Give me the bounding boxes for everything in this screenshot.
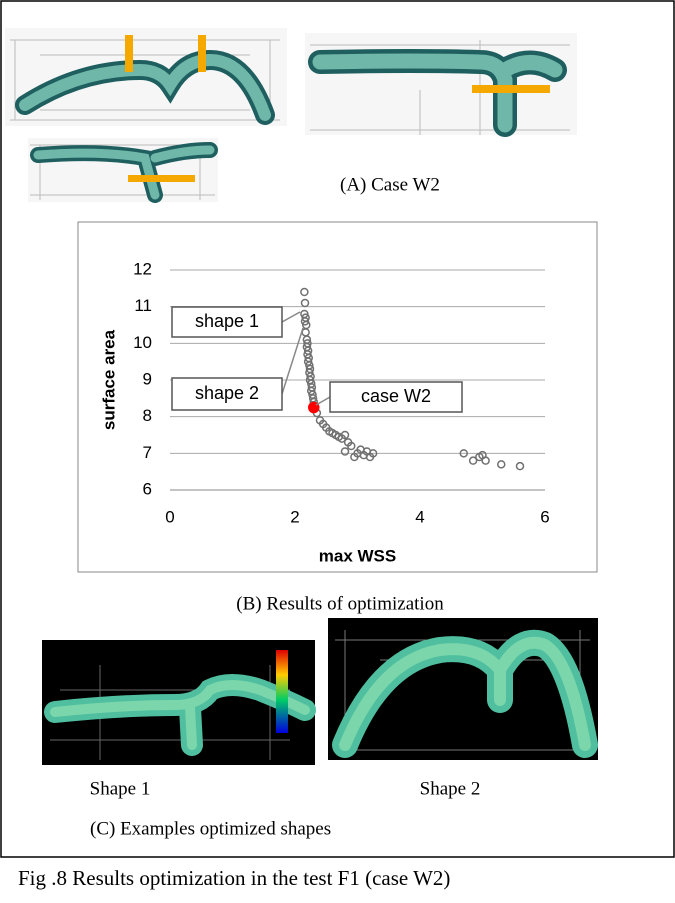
- y-tick-label: 9: [143, 369, 152, 388]
- y-tick-label: 7: [143, 443, 152, 462]
- annotation-label: case W2: [361, 386, 431, 406]
- figure-caption: Fig .8 Results optimization in the test …: [18, 866, 450, 890]
- image-a3: [28, 138, 218, 202]
- x-tick-label: 2: [290, 507, 299, 526]
- caption-b: (B) Results of optimization: [236, 593, 444, 614]
- image-a1: [5, 28, 287, 126]
- caption-c: (C) Examples optimized shapes: [90, 818, 331, 839]
- y-tick-label: 6: [143, 479, 152, 498]
- x-axis-label: max WSS: [319, 546, 396, 565]
- page: (A) Case W2 6 7 8 9 10 11 12 0 2 4 6 max WSS surface…: [0, 0, 675, 903]
- x-tick-label: 4: [415, 507, 424, 526]
- image-c1: [42, 640, 315, 765]
- y-tick-label: 12: [133, 259, 152, 278]
- image-a2: [305, 33, 577, 135]
- figure: (A) Case W2 6 7 8 9 10 11 12 0 2 4 6 max WSS surface…: [0, 0, 675, 903]
- caption-shape1: Shape 1: [90, 778, 151, 799]
- x-tick-label: 0: [165, 507, 174, 526]
- y-tick-label: 8: [143, 406, 152, 425]
- caption-shape2: Shape 2: [420, 778, 481, 799]
- y-axis-label: surface area: [99, 329, 118, 430]
- annotation-label: shape 2: [195, 383, 259, 403]
- y-tick-label: 10: [133, 333, 152, 352]
- image-c2: [328, 618, 598, 760]
- annotation-label: shape 1: [195, 311, 259, 331]
- x-tick-label: 6: [540, 507, 549, 526]
- y-tick-label: 11: [134, 296, 152, 315]
- caption-a: (A) Case W2: [340, 174, 440, 195]
